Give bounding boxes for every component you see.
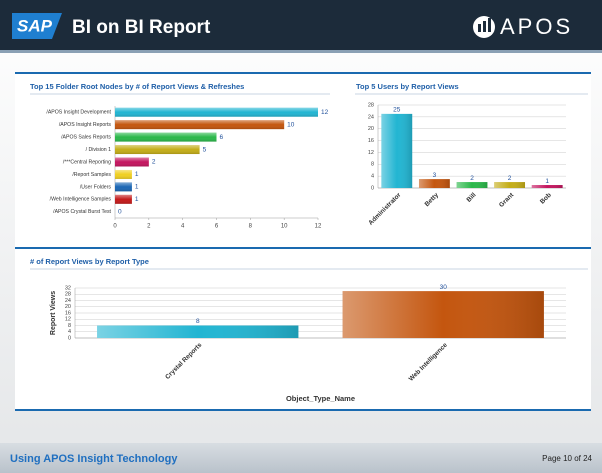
- y-tick-label: 32: [65, 285, 71, 291]
- y-tick-label: 12: [65, 317, 71, 323]
- value-label: 1: [135, 196, 139, 203]
- y-axis-title: Report Views: [50, 291, 57, 335]
- logo-text: SAP: [17, 16, 53, 35]
- header-rule: [0, 50, 602, 53]
- y-tick-label: /***Central Reporting: [63, 159, 111, 165]
- bar-shine: [115, 157, 149, 167]
- y-tick-label: /Report Samples: [72, 172, 111, 178]
- chart-title: Top 5 Users by Report Views: [356, 82, 459, 91]
- page-number: Page 10 of 24: [542, 454, 592, 463]
- bar-shine: [115, 145, 200, 155]
- value-label: 25: [393, 107, 401, 114]
- y-tick-label: /APOS Insight Reports: [59, 122, 112, 128]
- y-tick-label: /APOS Insight Development: [46, 110, 111, 116]
- panel-rule: [15, 247, 591, 249]
- y-tick-label: /APOS Sales Reports: [61, 134, 111, 140]
- chart-title: Top 15 Folder Root Nodes by # of Report …: [30, 82, 244, 91]
- value-label: 2: [470, 175, 474, 182]
- value-label: 2: [508, 175, 512, 182]
- bar-shine: [115, 132, 217, 142]
- apos-icon-bar: [483, 21, 486, 32]
- bar-shine: [494, 182, 526, 188]
- x-tick-label: 10: [281, 224, 288, 230]
- x-tick-label: 8: [249, 224, 253, 230]
- y-tick-label: /APOS Crystal Burst Test: [53, 209, 111, 215]
- apos-icon-bar: [478, 24, 481, 32]
- value-label: 1: [545, 178, 549, 185]
- value-label: 2: [152, 159, 156, 166]
- y-tick-label: 8: [371, 162, 374, 168]
- y-tick-label: /Web Intelligence Samples: [50, 197, 112, 203]
- y-tick-label: 24: [65, 298, 71, 304]
- value-label: 10: [287, 121, 295, 128]
- y-tick-label: 24: [368, 114, 374, 120]
- bar-shine: [97, 325, 299, 338]
- value-label: 12: [321, 109, 329, 116]
- apos-icon-bar: [488, 18, 491, 32]
- value-label: 3: [433, 172, 437, 179]
- sap-logo: [12, 13, 62, 39]
- brand: APOS: [500, 14, 573, 39]
- value-label: 8: [196, 318, 200, 325]
- value-label: 0: [118, 208, 122, 215]
- y-tick-label: 16: [368, 138, 374, 144]
- y-tick-label: 12: [368, 150, 374, 156]
- bar-shine: [381, 113, 413, 188]
- y-tick-label: 0: [68, 335, 71, 341]
- y-tick-label: 8: [68, 323, 71, 329]
- value-label: 1: [135, 171, 139, 178]
- bar-shine: [115, 107, 318, 117]
- footer-text: Using APOS Insight Technology: [10, 453, 178, 465]
- y-tick-label: 28: [65, 292, 71, 298]
- value-label: 30: [440, 284, 448, 291]
- value-label: 5: [203, 146, 207, 153]
- panel-rule: [15, 72, 591, 74]
- y-tick-label: 20: [368, 126, 374, 132]
- report-title: BI on BI Report: [72, 17, 211, 38]
- bar-shine: [342, 291, 544, 338]
- bar-shine: [418, 179, 450, 188]
- x-tick-label: 0: [113, 224, 117, 230]
- header-band: [0, 0, 602, 50]
- x-tick-label: 2: [147, 224, 151, 230]
- panel: [15, 73, 591, 411]
- bar-shine: [531, 185, 563, 188]
- value-label: 6: [220, 134, 224, 141]
- bar-shine: [115, 182, 132, 192]
- value-label: 1: [135, 184, 139, 191]
- x-tick-label: 6: [215, 224, 219, 230]
- y-tick-label: 4: [371, 174, 374, 180]
- y-tick-label: 16: [65, 310, 71, 316]
- bar-shine: [115, 169, 132, 179]
- x-tick-label: 12: [315, 224, 322, 230]
- y-tick-label: 20: [65, 304, 71, 310]
- footer-band: [0, 443, 602, 473]
- x-tick-label: 4: [181, 224, 185, 230]
- bar-shine: [456, 182, 488, 188]
- y-tick-label: / Division 1: [86, 147, 111, 153]
- y-tick-label: 28: [368, 102, 374, 108]
- y-tick-label: 0: [371, 185, 374, 191]
- y-tick-label: /User Folders: [80, 184, 112, 190]
- chart-title: # of Report Views by Report Type: [30, 257, 149, 266]
- y-tick-label: 4: [68, 329, 71, 335]
- panel-rule: [15, 409, 591, 411]
- bar-shine: [115, 120, 285, 130]
- bar-shine: [115, 194, 132, 204]
- x-axis-title: Object_Type_Name: [286, 394, 355, 403]
